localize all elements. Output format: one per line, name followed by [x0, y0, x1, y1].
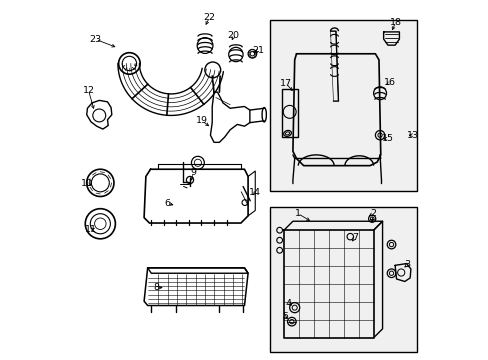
- Text: 6: 6: [164, 199, 170, 208]
- Text: 3: 3: [404, 260, 410, 269]
- Text: 8: 8: [153, 283, 159, 292]
- Text: 11: 11: [85, 225, 97, 234]
- Bar: [270, 21, 416, 191]
- Text: 7: 7: [351, 233, 357, 242]
- Text: 16: 16: [383, 78, 395, 87]
- Text: 21: 21: [252, 46, 264, 55]
- Text: 19: 19: [196, 116, 208, 125]
- Text: 20: 20: [227, 31, 239, 40]
- Text: 14: 14: [249, 188, 261, 197]
- Text: 4: 4: [285, 298, 291, 307]
- Text: 9: 9: [190, 168, 196, 177]
- Text: 12: 12: [82, 86, 94, 95]
- Bar: [270, 207, 416, 352]
- Text: 13: 13: [406, 131, 418, 140]
- Bar: [282, 89, 297, 137]
- Text: 2: 2: [369, 209, 375, 218]
- Text: 22: 22: [203, 13, 215, 22]
- Text: 10: 10: [81, 179, 93, 188]
- Text: 17: 17: [279, 79, 291, 88]
- Text: 23: 23: [89, 35, 102, 44]
- Text: 1: 1: [294, 209, 300, 218]
- Text: 5: 5: [282, 312, 288, 321]
- Text: 15: 15: [381, 134, 393, 143]
- Text: 18: 18: [389, 18, 401, 27]
